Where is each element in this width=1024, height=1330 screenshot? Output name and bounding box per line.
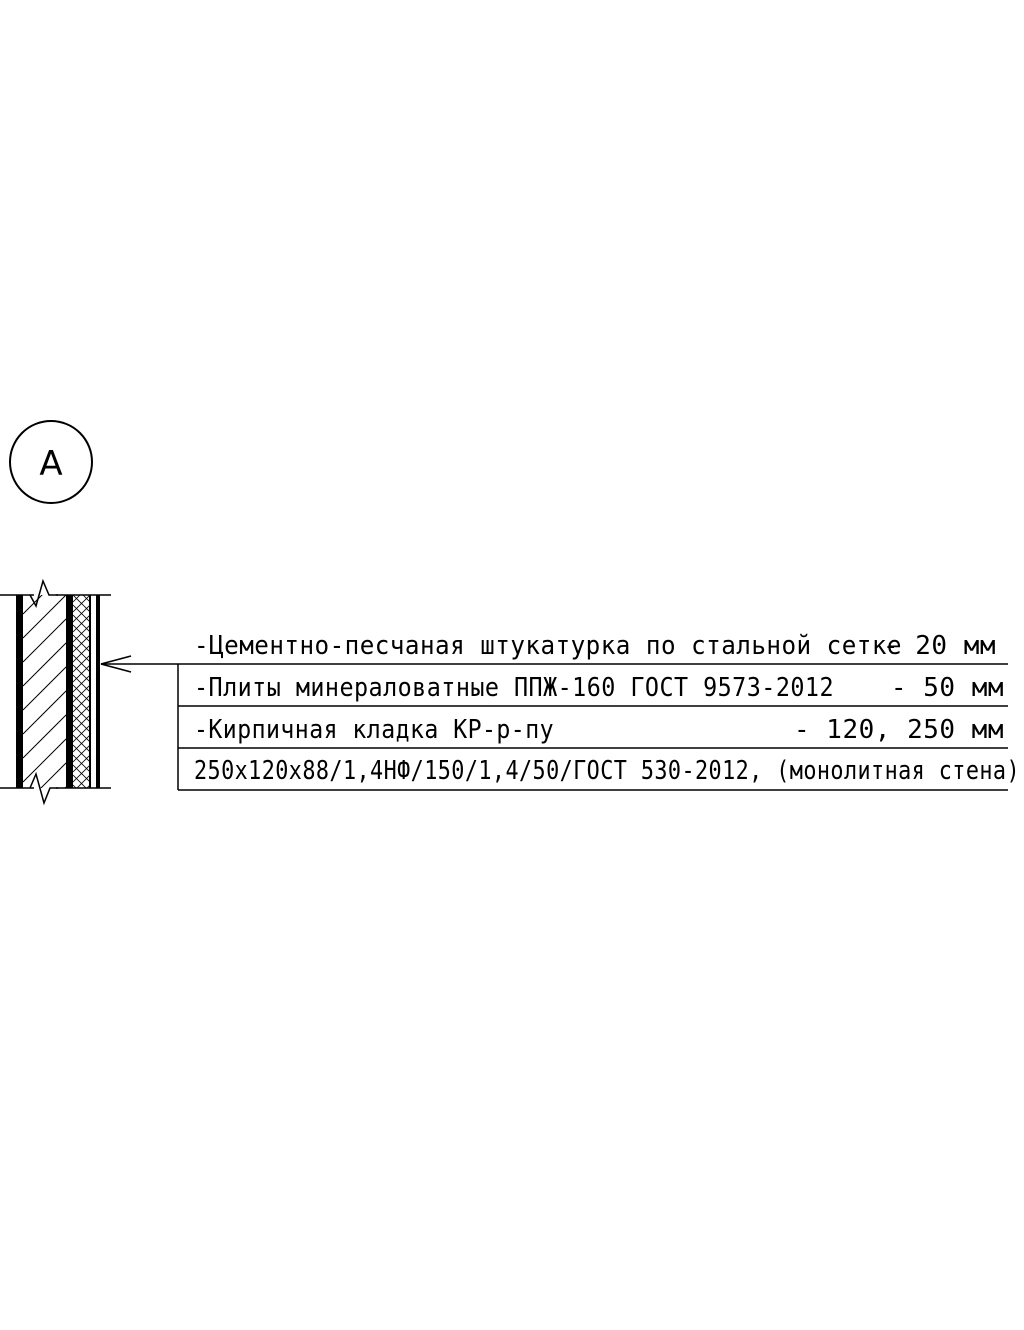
brick-hatch-line xyxy=(23,714,66,759)
section-marker-letter: А xyxy=(39,444,62,484)
insulation-hatch-line xyxy=(73,575,90,592)
insulation-hatch-line xyxy=(73,604,90,623)
insulation-hatch-line xyxy=(73,684,90,703)
insulation-hatch-line xyxy=(73,664,90,683)
insulation-hatch-line xyxy=(73,805,90,822)
break-mark-bottom xyxy=(29,771,58,806)
section-marker: А xyxy=(9,420,93,504)
brick-hatch-line xyxy=(23,499,66,542)
insulation-hatch-line xyxy=(73,674,90,693)
insulation-hatch-line xyxy=(73,595,90,613)
wall-cross-section xyxy=(0,499,111,902)
insulation-hatch-line xyxy=(73,764,90,783)
layer-1-description: -Цементно-песчаная штукатурка по стально… xyxy=(194,631,902,661)
brick-hatch-line xyxy=(23,835,66,878)
layer-3-spec: 250х120х88/1,4НФ/150/1,4/50/ГОСТ 530-201… xyxy=(194,756,1020,786)
leader-arrow-upper xyxy=(100,655,132,665)
insulation-hatch-line xyxy=(73,654,90,673)
brick-hatch-line xyxy=(23,738,66,783)
insulation-hatch-line xyxy=(73,744,90,763)
brick-hatch-line xyxy=(23,595,66,639)
label-underlines xyxy=(178,663,1008,791)
outer-plaster-layer xyxy=(96,595,100,788)
brick-hatch-line xyxy=(23,523,66,566)
insulation-hatch-line xyxy=(73,704,90,723)
brick-hatch-line xyxy=(23,859,66,902)
insulation-hatch-line xyxy=(73,724,90,743)
brick-hatch-line xyxy=(23,595,43,615)
insulation-hatch-line xyxy=(73,754,90,773)
insulation-hatch-line xyxy=(73,614,90,633)
insulation-hatch-line xyxy=(73,795,90,812)
brick-hatch xyxy=(23,499,66,902)
leader-arrow-lower xyxy=(100,663,132,673)
inner-plaster-layer xyxy=(16,595,23,788)
brick-outer-face xyxy=(66,595,73,788)
insulation-hatch-line xyxy=(82,595,90,603)
section-marker-circle xyxy=(9,420,93,504)
layer-2-thickness: - 50 мм xyxy=(891,673,1004,703)
layer-3-description: -Кирпичная кладка КР-р-пу xyxy=(194,715,554,745)
brick-hatch-line xyxy=(40,762,66,788)
brick-hatch-line xyxy=(23,811,66,854)
insulation-hatch xyxy=(73,575,90,822)
brick-hatch-line xyxy=(23,690,66,735)
insulation-hatch-line xyxy=(73,694,90,713)
layer-labels: -Цементно-песчаная штукатурка по стально… xyxy=(194,631,1020,786)
layer-1-thickness: - 20 мм xyxy=(883,631,996,661)
insulation-hatch-line xyxy=(73,575,90,592)
insulation-hatch-line xyxy=(73,805,90,822)
leader-line xyxy=(100,655,179,790)
brick-hatch-line xyxy=(23,642,66,687)
insulation-hatch-line xyxy=(73,774,87,788)
insulation-hatch-line xyxy=(73,595,81,603)
layer-2-description: -Плиты минераловатные ППЖ-160 ГОСТ 9573-… xyxy=(194,673,834,703)
brick-hatch-line xyxy=(64,786,66,788)
insulation-hatch-line xyxy=(73,634,90,653)
insulation-hatch-line xyxy=(73,624,90,643)
insulation-hatch-line xyxy=(73,734,90,753)
layer-3-thickness: - 120, 250 мм xyxy=(794,715,1004,745)
insulation-hatch-line xyxy=(73,644,90,663)
brick-hatch-line xyxy=(23,666,66,711)
insulation-hatch-line xyxy=(73,714,90,733)
brick-hatch-line xyxy=(23,618,66,663)
break-mark-top xyxy=(29,578,58,608)
insulation-hatch-line xyxy=(73,795,90,812)
